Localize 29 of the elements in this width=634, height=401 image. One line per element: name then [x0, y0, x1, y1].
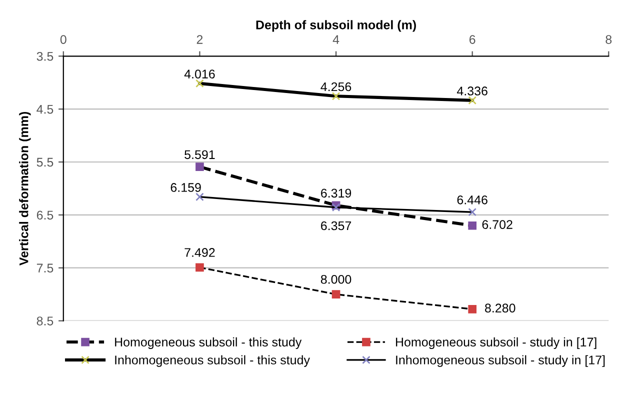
y-tick-label: 4.5	[36, 105, 54, 114]
y-axis-title: Vertical deformation (mm)	[19, 112, 31, 266]
data-label: 4.336	[456, 86, 488, 96]
y-tick-label: 7.5	[36, 264, 54, 273]
legend-label: Homogeneous subsoil - this study	[115, 337, 302, 349]
legend-label: Inhomogeneous subsoil - this study	[115, 355, 310, 367]
y-tick-label: 3.5	[36, 52, 54, 61]
x-tick-label: 8	[606, 35, 612, 44]
y-tick-label: 6.5	[36, 210, 54, 220]
y-tick-label: 8.5	[36, 316, 54, 326]
data-label: 7.492	[184, 248, 215, 257]
y-tick-label: 5.5	[36, 158, 54, 167]
legend-label: Inhomogeneous subsoil - study in [17]	[396, 355, 605, 367]
x-tick-label: 6	[469, 35, 476, 44]
data-label: 6.446	[457, 195, 488, 204]
data-label: 6.702	[482, 220, 512, 229]
x-axis-title: Depth of subsoil model (m)	[256, 20, 416, 32]
data-label: 4.016	[184, 70, 215, 78]
data-label: 8.000	[320, 274, 352, 284]
data-label: 6.159	[170, 183, 201, 192]
data-label: 8.280	[485, 304, 516, 313]
legend-label: Homogeneous subsoil - study in [17]	[396, 337, 596, 349]
x-tick-label: 4	[332, 35, 340, 44]
data-label: 6.319	[321, 188, 352, 198]
data-label: 5.591	[184, 150, 215, 160]
data-label: 6.357	[321, 221, 352, 230]
x-tick-label: 2	[196, 35, 203, 44]
x-tick-label: 0	[60, 35, 66, 44]
data-label: 4.256	[320, 82, 352, 92]
